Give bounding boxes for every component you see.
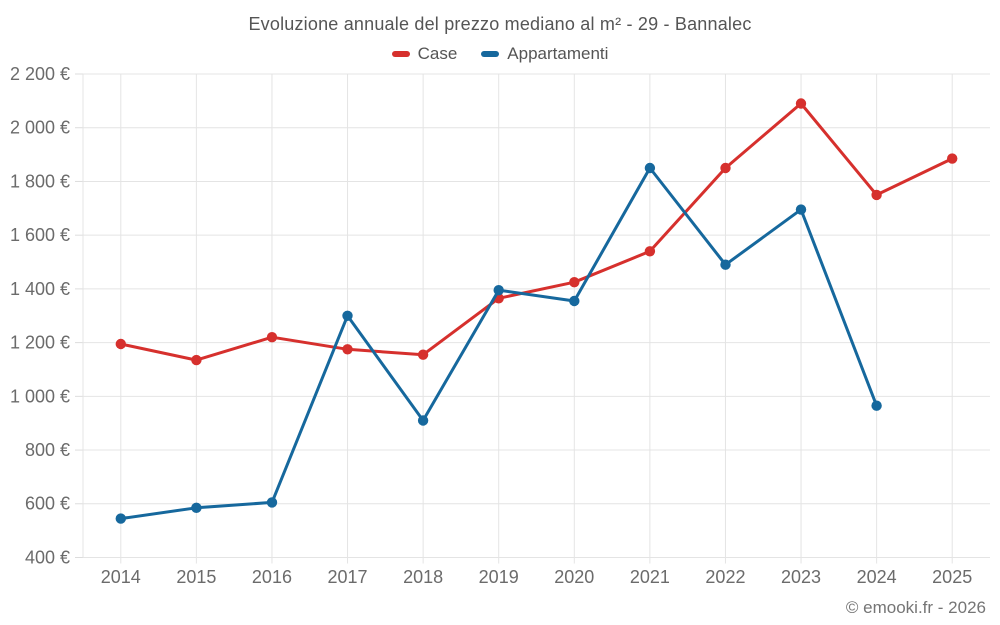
x-axis-label: 2018 bbox=[403, 567, 443, 587]
x-axis-label: 2021 bbox=[630, 567, 670, 587]
appartamenti-point-2016[interactable] bbox=[266, 497, 278, 508]
y-axis-label: 1 800 € bbox=[10, 171, 70, 191]
case-point-2025[interactable] bbox=[947, 153, 958, 164]
x-axis-label: 2025 bbox=[932, 567, 972, 587]
case-point-2015[interactable] bbox=[191, 354, 202, 366]
case-legend-label: Case bbox=[417, 44, 458, 63]
appartamenti-point-2022[interactable] bbox=[720, 259, 731, 270]
appartamenti-point-2024[interactable] bbox=[871, 400, 882, 411]
x-axis-label: 2016 bbox=[252, 567, 292, 587]
legend-item-appartamenti[interactable]: Appartamenti bbox=[481, 44, 608, 64]
appartamenti-legend-marker bbox=[481, 51, 500, 57]
legend-item-case[interactable]: Case bbox=[391, 44, 458, 64]
y-axis-label: 800 € bbox=[25, 440, 70, 460]
y-axis-label: 400 € bbox=[25, 547, 70, 567]
y-axis-label: 2 200 € bbox=[10, 64, 70, 84]
case-legend-marker bbox=[391, 51, 410, 57]
x-axis-label: 2019 bbox=[479, 567, 519, 587]
x-axis-label: 2022 bbox=[705, 567, 745, 587]
case-point-2023[interactable] bbox=[795, 98, 807, 109]
y-axis-label: 1 000 € bbox=[10, 386, 70, 406]
case-point-2020[interactable] bbox=[569, 277, 580, 288]
case-point-2016[interactable] bbox=[266, 332, 278, 343]
appartamenti-legend-label: Appartamenti bbox=[507, 44, 609, 63]
appartamenti-point-2023[interactable] bbox=[795, 204, 807, 215]
appartamenti-point-2014[interactable] bbox=[115, 513, 127, 524]
case-point-2022[interactable] bbox=[720, 162, 731, 174]
x-axis-label: 2015 bbox=[176, 567, 216, 587]
case-point-2024[interactable] bbox=[871, 189, 882, 201]
x-axis-label: 2014 bbox=[101, 567, 141, 587]
legend: Case Appartamenti bbox=[391, 44, 608, 64]
case-line bbox=[119, 102, 954, 362]
chart-header: Evoluzione annuale del prezzo mediano al… bbox=[0, 14, 1000, 64]
appartamenti-point-2015[interactable] bbox=[191, 502, 202, 513]
case-point-2014[interactable] bbox=[115, 338, 127, 350]
appartamenti-point-2017[interactable] bbox=[342, 310, 353, 321]
y-axis-label: 1 600 € bbox=[10, 225, 70, 245]
appartamenti-point-2021[interactable] bbox=[644, 162, 656, 174]
case-point-2021[interactable] bbox=[644, 246, 656, 257]
x-axis-label: 2023 bbox=[781, 567, 821, 587]
x-axis-label: 2024 bbox=[857, 567, 897, 587]
y-axis-label: 1 400 € bbox=[10, 279, 70, 299]
y-axis-label: 600 € bbox=[25, 494, 70, 514]
chart-title: Evoluzione annuale del prezzo mediano al… bbox=[248, 14, 752, 34]
case-point-2018[interactable] bbox=[417, 349, 429, 360]
appartamenti-point-2020[interactable] bbox=[569, 295, 580, 307]
x-axis-label: 2020 bbox=[554, 567, 594, 587]
appartamenti-point-2019[interactable] bbox=[493, 285, 504, 296]
y-axis-label: 1 200 € bbox=[10, 333, 70, 353]
y-axis-label: 2 000 € bbox=[10, 118, 70, 138]
case-point-2017[interactable] bbox=[342, 344, 353, 355]
x-axis-label: 2017 bbox=[328, 567, 368, 587]
copyright: © emooki.fr - 2026 bbox=[845, 598, 986, 617]
appartamenti-point-2018[interactable] bbox=[417, 415, 429, 426]
